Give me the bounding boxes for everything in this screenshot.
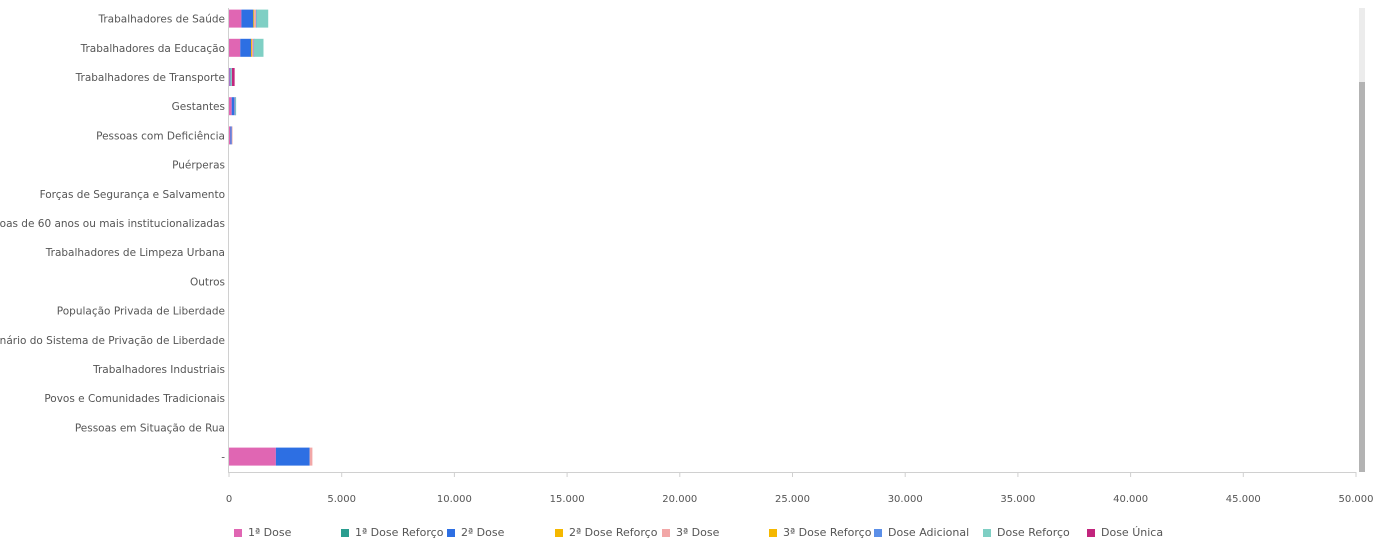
bar-segment[interactable] [230,126,232,145]
bar-segment[interactable] [229,9,242,28]
legend-swatch [1087,528,1095,537]
x-tick-label: 30.000 [888,494,923,505]
category-label: Trabalhadores de Saúde [97,14,225,26]
bar-segment[interactable] [256,9,257,28]
legend-swatch [447,528,455,537]
category-labels: Trabalhadores de Saúde Trabalhadores da E… [0,14,225,464]
legend-label: Dose Reforço [997,526,1070,539]
legend-item[interactable]: Dose Adicional [874,526,969,539]
x-tick-label: 35.000 [1000,494,1035,505]
legend-swatch [769,528,777,537]
x-tick-label: 50.000 [1339,494,1374,505]
legend-item[interactable]: 1ª Dose Reforço [341,526,443,539]
x-tick-label: 45.000 [1226,494,1261,505]
x-tick-label: 0 [226,494,232,505]
legend-label: 3ª Dose Reforço [783,526,872,539]
x-tick-label: 5.000 [327,494,356,505]
x-tick-label: 10.000 [437,494,472,505]
bar-segment[interactable] [231,126,233,145]
category-label: Trabalhadores de Transporte [75,72,225,84]
bar-segment[interactable] [231,68,235,86]
legend-swatch [555,528,563,537]
legend-swatch [874,528,882,537]
category-label: Forças de Segurança e Salvamento [40,189,225,201]
legend-item[interactable]: Dose Reforço [983,526,1070,539]
bar-segment[interactable] [253,38,255,57]
category-label: Outros [190,276,225,288]
bar-segment[interactable] [229,68,230,86]
legend-item[interactable]: 3ª Dose Reforço [769,526,871,539]
x-tick-label: 20.000 [662,494,697,505]
legend-item[interactable]: 1ª Dose [234,526,291,539]
category-label: Gestantes [172,101,225,113]
category-label: Trabalhadores de Limpeza Urbana [45,247,225,259]
category-label: Pessoas em Situação de Rua [75,422,225,434]
category-label: Povos e Comunidades Tradicionais [44,393,225,405]
category-label: Puérperas [172,160,225,172]
legend-item[interactable]: 2ª Dose [447,526,504,539]
legend-swatch [234,528,242,537]
scrollbar-thumb[interactable] [1359,82,1365,472]
category-label: Pessoas de 60 anos ou mais institucional… [0,218,225,230]
legend-label: 3ª Dose [676,526,720,539]
bar-segment[interactable] [309,447,313,466]
category-label: População Privada de Liberdade [57,306,225,318]
bar-segment[interactable] [229,126,231,145]
bar-segment[interactable] [229,38,241,57]
bar-segment[interactable] [230,68,232,86]
x-tick-label: 40.000 [1113,494,1148,505]
legend-label: 1ª Dose [248,526,292,539]
bar-segment[interactable] [251,38,252,57]
category-label: - [221,452,225,464]
bar-segment[interactable] [240,38,252,57]
category-label: Trabalhadores Industriais [92,364,225,376]
bar-segment[interactable] [231,97,235,116]
bar-segment[interactable] [254,38,264,57]
category-label: Funcionário do Sistema de Privação de Li… [0,335,225,347]
bar-segment[interactable] [251,38,254,57]
bar-segment[interactable] [275,447,310,466]
x-tick-label: 15.000 [550,494,585,505]
legend-label: Dose Única [1101,526,1164,539]
bar-segment[interactable] [229,447,276,466]
legend-label: Dose Adicional [888,526,970,539]
x-tick-label: 25.000 [775,494,810,505]
bar-segment[interactable] [234,97,236,116]
bar-segment[interactable] [253,9,255,28]
legend-swatch [983,528,991,537]
legend-item[interactable]: 3ª Dose [662,526,719,539]
bars [229,9,313,466]
bar-segment[interactable] [241,9,254,28]
bar-segment[interactable] [256,9,269,28]
legend-swatch [341,528,349,537]
legend-swatch [662,528,670,537]
legend-item[interactable]: 2ª Dose Reforço [555,526,657,539]
bar-segment[interactable] [229,68,231,86]
legend-label: 2ª Dose [461,526,505,539]
legend-label: 2ª Dose Reforço [569,526,658,539]
bar-segment[interactable] [254,9,257,28]
category-label: Pessoas com Deficiência [96,130,225,142]
legend-item[interactable]: Dose Única [1087,526,1163,539]
category-label: Trabalhadores da Educação [80,43,225,55]
x-axis-ticks: 0 5.000 10.000 15.000 20.000 25.000 30.000 35.0… [226,472,1374,505]
bar-segment[interactable] [235,97,237,116]
legend-label: 1ª Dose Reforço [355,526,444,539]
bar-segment[interactable] [229,97,232,116]
